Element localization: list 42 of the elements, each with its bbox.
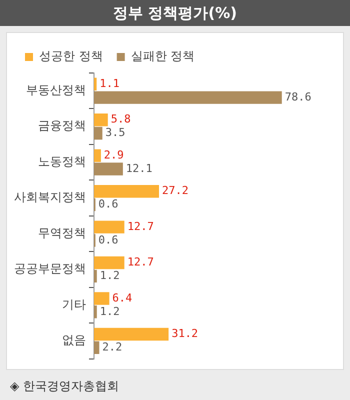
data-label: 0.6 [98, 198, 118, 211]
data-label: 0.6 [98, 233, 118, 246]
y-tick-label: 부동산정책 [26, 82, 86, 97]
data-label: 3.5 [105, 126, 126, 140]
bar [94, 292, 110, 305]
y-tick-label: 무역정책 [38, 226, 86, 240]
data-label: 2.2 [102, 340, 122, 354]
data-label: 12.7 [127, 220, 154, 233]
legend-label: 실패한 정책 [130, 49, 195, 64]
bar [94, 91, 282, 104]
bar [94, 220, 124, 234]
y-tick-label: 공공부문정책 [14, 262, 86, 276]
y-tick-label: 기타 [62, 297, 86, 312]
legend-label: 성공한 정책 [39, 49, 103, 64]
bar [94, 78, 97, 91]
data-label: 1.1 [100, 77, 120, 90]
y-tick-label: 사회복지정책 [14, 190, 86, 204]
data-label: 1.2 [100, 269, 120, 282]
bar [94, 114, 108, 126]
y-tick-label: 금융정책 [38, 118, 86, 133]
data-label: 12.1 [126, 162, 152, 175]
data-label: 31.2 [172, 327, 198, 340]
y-tick-label: 없음 [62, 333, 86, 348]
bar [94, 328, 169, 341]
y-tick-label: 노동정책 [38, 154, 86, 168]
bar [94, 126, 102, 140]
data-label: 2.9 [104, 148, 124, 162]
bar [94, 256, 124, 270]
data-label: 78.6 [284, 90, 312, 104]
data-label: 1.2 [100, 304, 120, 318]
data-label: 12.7 [127, 256, 154, 269]
data-label: 5.8 [110, 112, 131, 126]
bar [94, 306, 97, 318]
text: ◈ 한국경영자총협회 [10, 378, 120, 395]
bar [94, 184, 160, 198]
data-label: 6.4 [112, 291, 133, 304]
bar [94, 270, 97, 283]
bar [94, 162, 123, 176]
bar [94, 149, 101, 162]
data-label: 27.2 [162, 184, 189, 198]
bar [94, 341, 100, 354]
chart-title: 정부 정책평가(%) [0, 0, 350, 26]
